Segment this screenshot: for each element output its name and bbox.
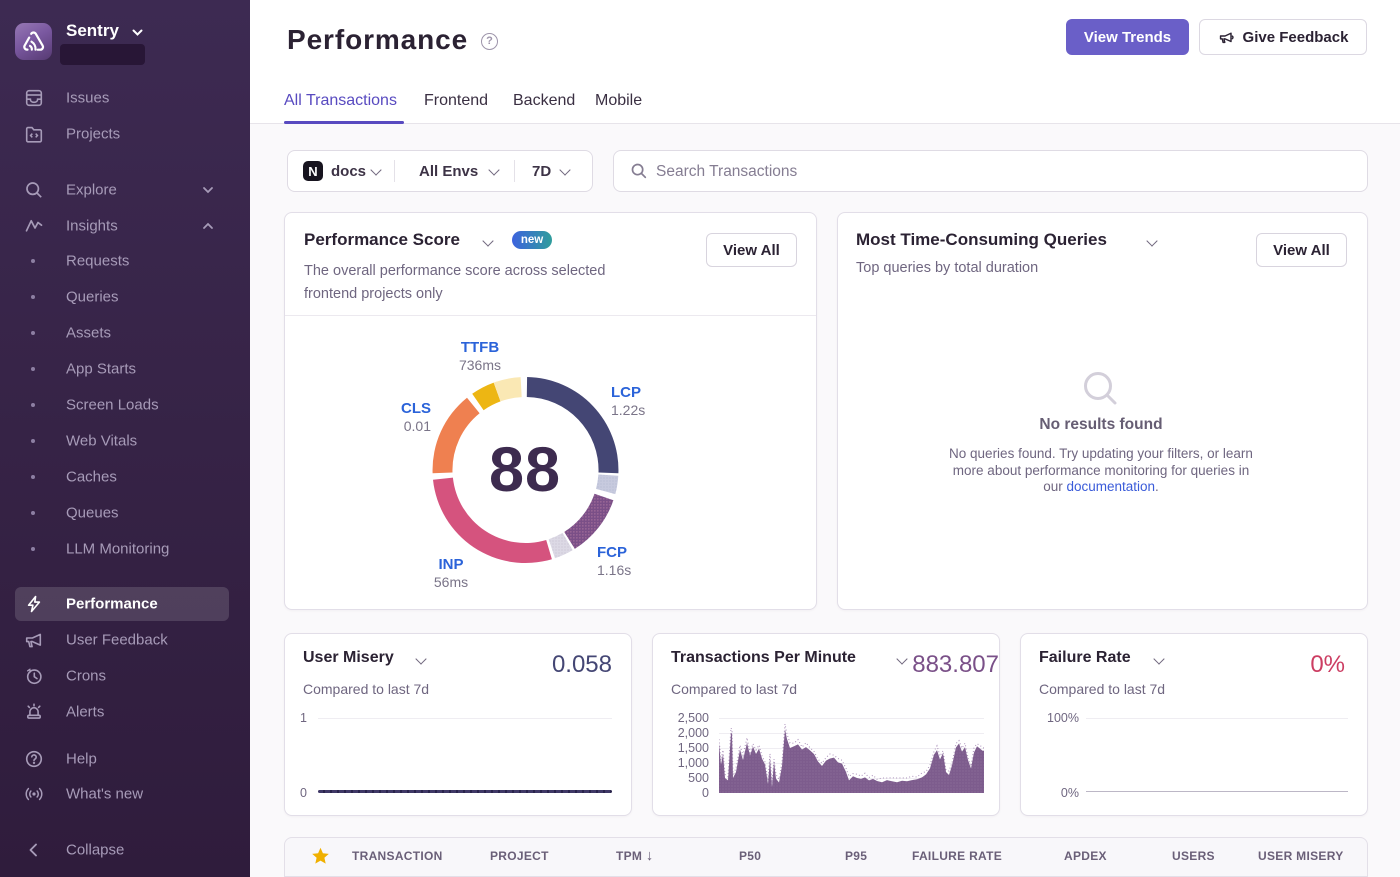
svg-text:N: N <box>308 164 317 179</box>
